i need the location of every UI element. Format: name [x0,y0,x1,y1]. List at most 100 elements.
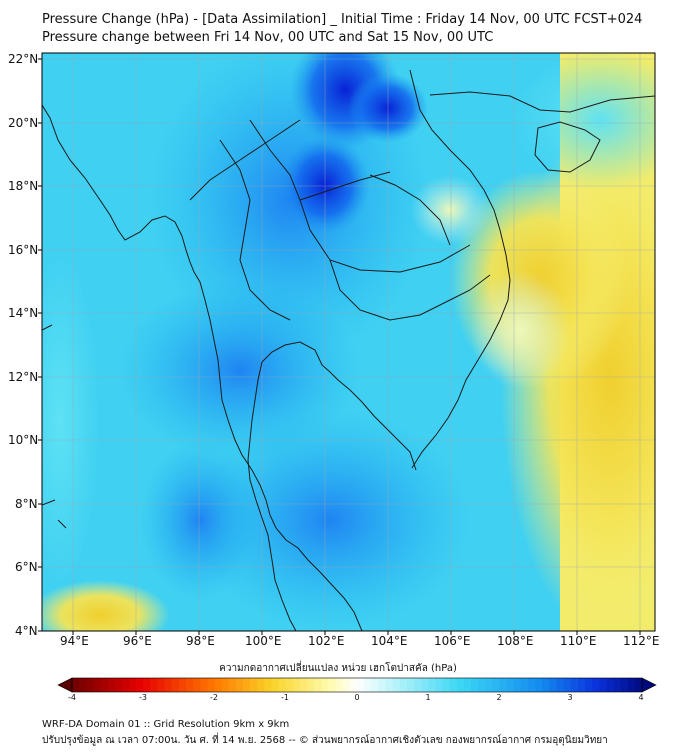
footer-update-info: ปรับปรุงข้อมูล ณ เวลา 07:00น. วัน ศ. ที่… [42,735,608,746]
colorbar-cell [492,678,500,692]
colorbar-cell [342,678,351,692]
lat-tick-label: 22°N [8,52,39,66]
colorbar-cell [456,678,465,692]
colorbar-cell [136,678,144,692]
colorbar-cell [613,678,622,692]
colorbar-cell [577,678,586,692]
colorbar-cell [414,678,422,692]
colorbar-cell [100,678,109,692]
colorbar-cell [150,678,158,692]
colorbar-cell [321,678,329,692]
colorbar-cell [556,678,565,692]
colorbar-cell [371,678,379,692]
colorbar-cell [442,678,451,692]
colorbar-cell [178,678,187,692]
colorbar-cell [406,678,415,692]
colorbar-cell [129,678,137,692]
colorbar-cell [506,678,515,692]
coastlines [42,69,655,631]
pressure-change-map [38,52,656,635]
colorbar-cell [428,678,436,692]
colorbar-cell [93,678,101,692]
colorbar-cell [292,678,301,692]
colorbar-cell [271,678,280,692]
lon-tick-label: 112°E [623,634,660,648]
colorbar-tick: 2 [496,693,502,702]
colorbar-tick: -3 [139,693,147,702]
lon-tick-label: 108°E [497,634,534,648]
colorbar-cell [535,678,543,692]
colorbar-cell [121,678,130,692]
colorbar-cell [349,678,358,692]
colorbar-cell [72,678,80,692]
colorbar [57,677,657,693]
colorbar-cell [264,678,272,692]
colorbar-cell [186,678,194,692]
chart-title: Pressure Change (hPa) - [Data Assimilati… [42,12,643,27]
lat-tick-label: 16°N [8,243,39,257]
colorbar-cell [399,678,408,692]
colorbar-tick: 3 [567,693,573,702]
colorbar-cell [300,678,308,692]
colorbar-cell [563,678,572,692]
lon-tick-label: 106°E [434,634,471,648]
lon-tick-label: 102°E [308,634,345,648]
lat-tick-label: 20°N [8,116,39,130]
lon-tick-label: 96°E [123,634,152,648]
colorbar-tick: -4 [68,693,76,702]
colorbar-cell [478,678,486,692]
colorbar-cell [378,678,386,692]
colorbar-cell [243,678,251,692]
lat-tick-label: 4°N [15,624,38,638]
colorbar-cell [228,678,237,692]
colorbar-cell [328,678,337,692]
colorbar-cell [157,678,166,692]
graticule [42,53,655,631]
colorbar-cell [549,678,557,692]
colorbar-cell [314,678,322,692]
colorbar-cell [513,678,522,692]
colorbar-cell [592,678,600,692]
colorbar-cell [114,678,123,692]
colorbar-cell [570,678,579,692]
chart-subtitle: Pressure change between Fri 14 Nov, 00 U… [42,30,494,45]
colorbar-cell [449,678,458,692]
colorbar-cell [599,678,607,692]
colorbar-cell [235,678,244,692]
colorbar-cell [285,678,294,692]
lat-tick-label: 8°N [15,497,38,511]
colorbar-tick: 0 [354,693,360,702]
lon-tick-label: 98°E [186,634,215,648]
colorbar-tick: 1 [425,693,431,702]
map-frame [41,52,656,632]
footer-model-info: WRF-DA Domain 01 :: Grid Resolution 9km … [42,719,290,730]
colorbar-cell [221,678,230,692]
colorbar-cell [471,678,479,692]
lat-tick-label: 10°N [8,433,39,447]
colorbar-cell [357,678,365,692]
colorbar-cell [620,678,629,692]
colorbar-cell [634,678,643,692]
colorbar-cell [528,678,536,692]
lon-tick-label: 100°E [245,634,282,648]
colorbar-cell [250,678,258,692]
colorbar-cell [79,678,87,692]
lat-tick-label: 6°N [15,560,38,574]
colorbar-cell [627,678,636,692]
colorbar-cell [307,678,315,692]
lon-tick-label: 94°E [60,634,89,648]
lat-tick-label: 12°N [8,370,39,384]
lon-tick-label: 104°E [371,634,408,648]
lon-tick-label: 110°E [560,634,597,648]
colorbar-cell [207,678,215,692]
colorbar-cell [193,678,201,692]
lat-tick-label: 14°N [8,306,39,320]
colorbar-cell [499,678,508,692]
colorbar-cell [143,678,151,692]
colorbar-cell [385,678,394,692]
colorbar-cell [585,678,593,692]
colorbar-cell [606,678,614,692]
colorbar-cell [86,678,94,692]
colorbar-cell [542,678,550,692]
colorbar-cell [463,678,472,692]
